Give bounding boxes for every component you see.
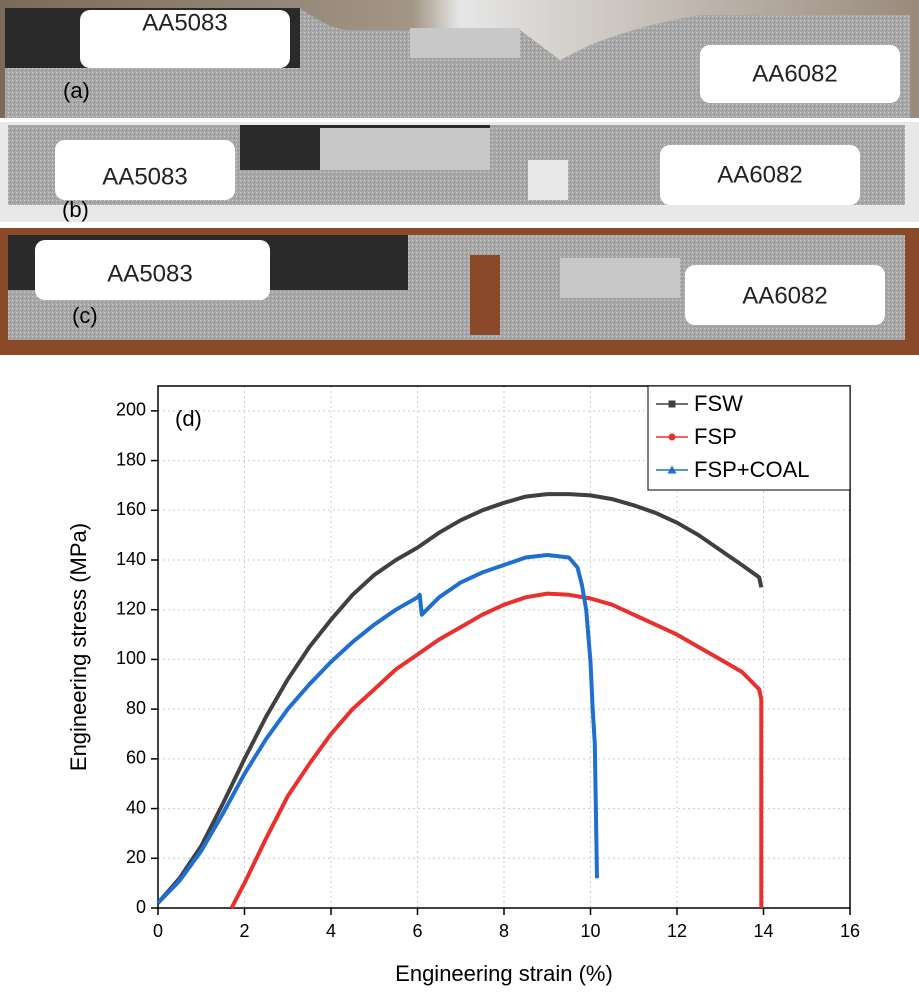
- y-tick-label: 140: [116, 549, 146, 569]
- x-tick-label: 8: [499, 921, 509, 941]
- y-tick-label: 80: [126, 698, 146, 718]
- y-tick-label: 60: [126, 748, 146, 768]
- y-tick-label: 0: [136, 897, 146, 917]
- legend-label: FSW: [694, 391, 743, 416]
- material-label: AA6082: [717, 161, 802, 188]
- legend-label: FSP: [694, 424, 737, 449]
- legend-marker: [667, 465, 677, 474]
- series-line: [156, 553, 599, 905]
- legend-marker: [668, 433, 676, 441]
- x-tick-label: 4: [326, 921, 336, 941]
- y-tick-label: 160: [116, 499, 146, 519]
- material-label: AA5083: [107, 260, 192, 287]
- panel-label: (c): [72, 303, 98, 328]
- panel-label: (a): [63, 78, 90, 103]
- chart: 0 2 4 6 8 10 12 14 16020406080100120140160180200…: [66, 385, 860, 986]
- y-axis-label: Engineering stress (MPa): [66, 523, 91, 771]
- x-tick-label: 14: [753, 921, 773, 941]
- series-line: [156, 492, 764, 905]
- y-tick-label: 20: [126, 847, 146, 867]
- panel-label: (b): [62, 197, 89, 222]
- y-tick-label: 200: [116, 400, 146, 420]
- material-label: AA5083: [102, 163, 187, 190]
- x-tick-label: 16: [840, 921, 860, 941]
- material-label: AA5083: [142, 9, 227, 36]
- x-tick-label: 10: [580, 921, 600, 941]
- photo-b: AA5083 AA6082 (b): [0, 122, 919, 222]
- photo-c: AA5083 AA6082 (c): [0, 228, 919, 355]
- y-tick-label: 120: [116, 598, 146, 618]
- material-label: AA6082: [752, 60, 837, 87]
- x-axis-label: Engineering strain (%): [395, 961, 613, 986]
- material-label: AA6082: [742, 282, 827, 309]
- x-tick-label: 12: [667, 921, 687, 941]
- x-tick-label: 0: [153, 921, 163, 941]
- x-tick-label: 2: [239, 921, 249, 941]
- series-line: [229, 591, 764, 909]
- plot-frame: [157, 385, 851, 909]
- y-tick-label: 180: [116, 449, 146, 469]
- x-tick-label: 6: [412, 921, 422, 941]
- legend-label: FSP+COAL: [694, 457, 810, 482]
- y-tick-label: 100: [116, 648, 146, 668]
- legend-marker: [668, 400, 676, 408]
- y-tick-label: 40: [126, 797, 146, 817]
- annotation: (d): [175, 406, 202, 431]
- photo-a: AA5083 AA6082 (a): [0, 0, 919, 118]
